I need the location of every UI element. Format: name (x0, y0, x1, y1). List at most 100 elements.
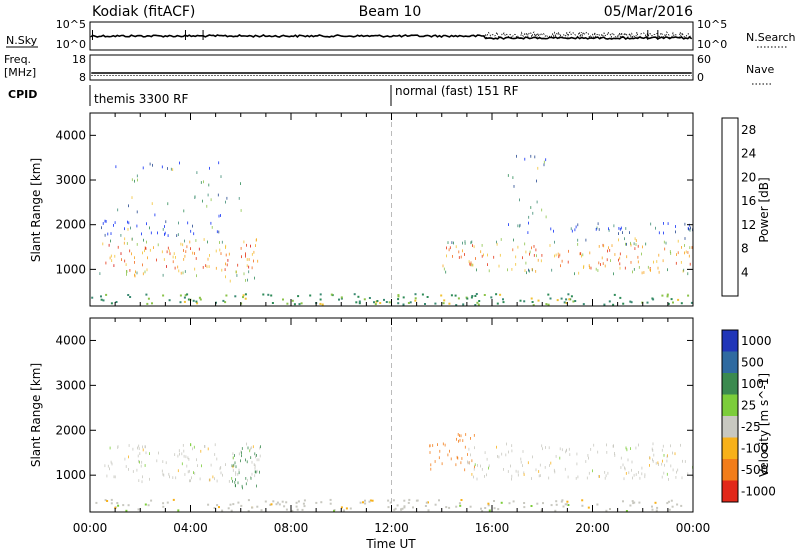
scatter-cell (629, 231, 630, 234)
scatter-cell (105, 293, 108, 296)
scatter-cell (151, 202, 153, 205)
scatter-cell (576, 462, 578, 466)
scatter-cell (684, 460, 686, 463)
scatter-cell (184, 473, 186, 476)
scatter-cell (443, 299, 446, 302)
cpid-mode-1: themis 3300 RF (94, 92, 188, 106)
scatter-cell (555, 500, 558, 503)
scatter-cell (110, 502, 113, 505)
scatter-cell (232, 452, 234, 456)
scatter-cell (167, 167, 168, 170)
scatter-cell (663, 240, 665, 244)
scatter-cell (618, 238, 619, 242)
scatter-cell (672, 301, 674, 304)
scatter-cell (194, 267, 196, 271)
scatter-cell (508, 502, 511, 505)
scatter-cell (652, 442, 654, 446)
scatter-cell (654, 501, 657, 504)
scatter-cell (106, 474, 108, 478)
scatter-cell (685, 250, 687, 254)
scatter-cell (626, 448, 628, 452)
power-ylabel: Slant Range [km] (29, 158, 43, 262)
scatter-cell (379, 302, 382, 304)
scatter-cell (218, 161, 220, 165)
scatter-cell (192, 299, 195, 302)
scatter-cell (392, 499, 395, 502)
scatter-cell (524, 269, 526, 272)
scatter-cell (523, 300, 526, 303)
scatter-cell (236, 270, 237, 274)
scatter-cell (668, 508, 671, 511)
scatter-cell (329, 498, 332, 501)
scatter-cell (248, 265, 250, 269)
scatter-cell (357, 295, 360, 298)
scatter-cell (531, 268, 533, 271)
scatter-cell (538, 474, 540, 478)
scatter-cell (588, 456, 589, 460)
scatter-cell (638, 501, 641, 504)
x-tick-label: 00:00 (73, 521, 108, 535)
scatter-cell (597, 222, 599, 226)
scatter-cell (242, 296, 244, 299)
scatter-cell (563, 301, 566, 304)
y-tick-label: 4000 (55, 128, 86, 142)
scatter-cell (535, 270, 537, 273)
nsearch-tick-top: 10^5 (697, 18, 727, 31)
scatter-cell (409, 301, 412, 304)
scatter-cell (626, 242, 627, 246)
scatter-cell (199, 477, 201, 481)
scatter-cell (183, 209, 185, 213)
scatter-cell (207, 240, 208, 244)
scatter-cell (232, 479, 233, 483)
scatter-cell (194, 252, 195, 255)
scatter-cell (633, 242, 635, 246)
scatter-cell (670, 298, 673, 301)
scatter-cell (611, 244, 613, 247)
scatter-cell (429, 451, 431, 454)
scatter-cell (507, 268, 508, 272)
scatter-cell (522, 256, 523, 260)
scatter-cell (219, 248, 221, 252)
scatter-cell (196, 171, 198, 174)
scatter-cell (104, 219, 106, 223)
scatter-cell (502, 301, 505, 304)
scatter-cell (577, 238, 579, 242)
scatter-cell (632, 476, 633, 480)
velocity-colorbar-segment (722, 373, 738, 395)
scatter-cell (190, 229, 192, 233)
scatter-cell (219, 241, 220, 244)
scatter-cell (664, 247, 666, 251)
scatter-cell (464, 242, 466, 245)
velocity-colorbar-segment (722, 330, 738, 352)
scatter-cell (247, 499, 250, 502)
scatter-cell (111, 259, 113, 262)
scatter-cell (190, 247, 191, 250)
scatter-cell (142, 166, 144, 170)
scatter-cell (458, 256, 460, 259)
scatter-cell (507, 174, 509, 177)
y-tick-label: 2000 (55, 423, 86, 437)
scatter-cell (255, 455, 256, 459)
scatter-cell (234, 484, 236, 487)
scatter-cell (300, 302, 303, 305)
scatter-cell (651, 508, 654, 511)
scatter-cell (530, 505, 533, 507)
scatter-cell (457, 456, 459, 460)
scatter-cell (547, 293, 550, 296)
scatter-cell (340, 297, 343, 300)
scatter-cell (107, 464, 109, 468)
scatter-cell (402, 303, 405, 306)
scatter-cell (105, 220, 107, 223)
scatter-cell (216, 504, 219, 507)
scatter-cell (117, 245, 119, 249)
scatter-cell (196, 274, 197, 278)
scatter-cell (169, 252, 171, 256)
scatter-cell (176, 234, 178, 237)
scatter-cell (412, 506, 414, 509)
scatter-cell (487, 504, 490, 507)
scatter-cell (95, 501, 98, 504)
scatter-cell (186, 293, 189, 296)
scatter-cell (469, 505, 472, 508)
scatter-cell (638, 266, 640, 269)
scatter-cell (548, 446, 550, 450)
